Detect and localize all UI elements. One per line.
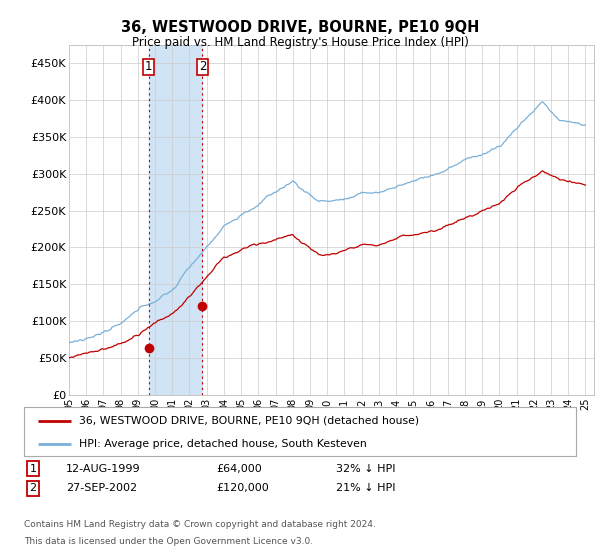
- Text: This data is licensed under the Open Government Licence v3.0.: This data is licensed under the Open Gov…: [24, 537, 313, 546]
- Text: 1: 1: [145, 60, 152, 73]
- Text: HPI: Average price, detached house, South Kesteven: HPI: Average price, detached house, Sout…: [79, 439, 367, 449]
- Text: 36, WESTWOOD DRIVE, BOURNE, PE10 9QH (detached house): 36, WESTWOOD DRIVE, BOURNE, PE10 9QH (de…: [79, 416, 419, 426]
- Text: 27-SEP-2002: 27-SEP-2002: [66, 483, 137, 493]
- Text: Price paid vs. HM Land Registry's House Price Index (HPI): Price paid vs. HM Land Registry's House …: [131, 36, 469, 49]
- Text: £64,000: £64,000: [216, 464, 262, 474]
- Text: 1: 1: [29, 464, 37, 474]
- Bar: [149, 45, 202, 395]
- Text: 12-AUG-1999: 12-AUG-1999: [66, 464, 140, 474]
- Text: £120,000: £120,000: [216, 483, 269, 493]
- Text: 21% ↓ HPI: 21% ↓ HPI: [336, 483, 395, 493]
- Text: 2: 2: [29, 483, 37, 493]
- Text: 2: 2: [199, 60, 206, 73]
- Text: 32% ↓ HPI: 32% ↓ HPI: [336, 464, 395, 474]
- Text: Contains HM Land Registry data © Crown copyright and database right 2024.: Contains HM Land Registry data © Crown c…: [24, 520, 376, 529]
- Text: 36, WESTWOOD DRIVE, BOURNE, PE10 9QH: 36, WESTWOOD DRIVE, BOURNE, PE10 9QH: [121, 20, 479, 35]
